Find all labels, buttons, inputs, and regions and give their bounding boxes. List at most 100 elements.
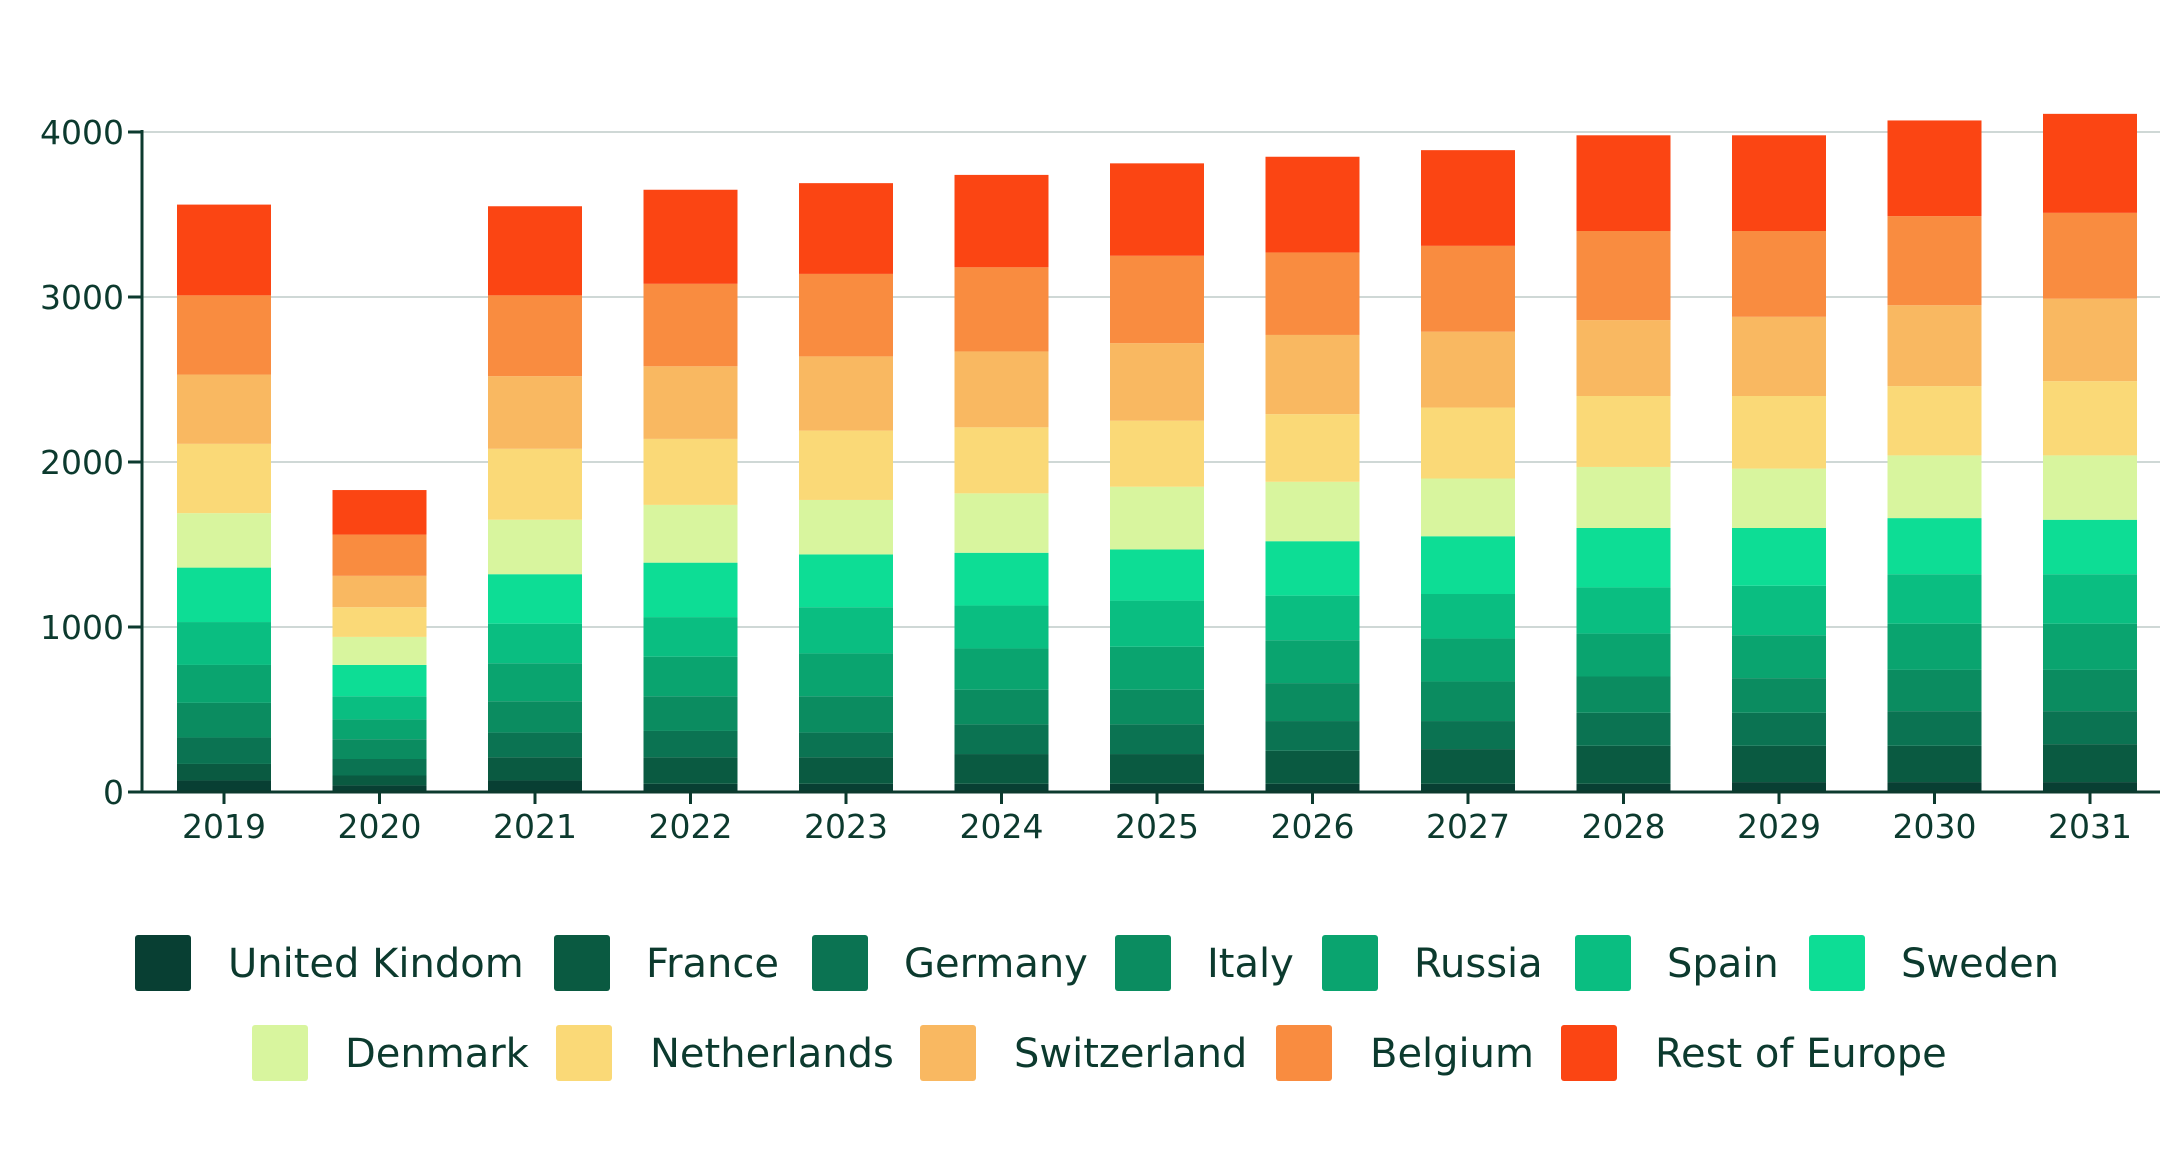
bar-segment: Netherlands 2023: 420: [799, 430, 893, 500]
bar-segment: Italy 2029: 210: [1732, 678, 1826, 713]
bar-segment: Italy 2019: 210: [177, 702, 271, 738]
legend-label: Rest of Europe: [1655, 1031, 1947, 1077]
legend-label: Sweden: [1901, 941, 2059, 987]
bar-segment: France 2022: 160: [643, 757, 738, 784]
x-tick-label: 2026: [1271, 807, 1355, 846]
legend-label: Spain: [1667, 941, 1779, 987]
legend-swatch: [1561, 1025, 1617, 1081]
bar-segment: France 2029: 220: [1732, 745, 1826, 783]
bar-segment: Belgium 2021: 490: [488, 295, 582, 377]
bar-segment: Netherlands 2019: 420: [177, 443, 271, 514]
bar-segment: Sweden 2031: 330: [2043, 519, 2137, 575]
bar-segment: France 2020: 60: [332, 775, 427, 786]
y-tick-label: 0: [103, 773, 124, 812]
bar-segment: Sweden 2027: 350: [1421, 536, 1515, 594]
bar-segment: Switzerland 2031: 500: [2043, 298, 2137, 382]
bar-segment: Belgium 2022: 500: [643, 283, 738, 367]
bar-segment: United Kindom 2019: 70: [177, 780, 271, 792]
bar-segment: United Kindom 2028: 50: [1576, 783, 1671, 792]
bar-segment: Belgium 2019: 480: [177, 295, 271, 375]
bar-segment: Germany 2022: 160: [643, 730, 738, 758]
bar-segment: Rest of Europe 2030: 580: [1887, 120, 1982, 217]
bar-segment: Italy 2027: 240: [1421, 681, 1515, 722]
bar-segment: Italy 2025: 210: [1110, 689, 1204, 725]
legend-swatch: [1115, 935, 1171, 991]
bar-segment: Rest of Europe 2022: 570: [643, 189, 738, 284]
bar-segment: Belgium 2030: 540: [1887, 216, 1982, 306]
legend-swatch: [1809, 935, 1865, 991]
bar-segment: Germany 2027: 170: [1421, 721, 1515, 750]
bar-segment: Denmark 2026: 360: [1265, 481, 1360, 542]
bar-segment: Netherlands 2024: 400: [954, 427, 1049, 494]
bar-segment: Sweden 2020: 190: [332, 664, 427, 697]
bar-segment: Rest of Europe 2023: 550: [799, 183, 893, 274]
legend-label: Switzerland: [1014, 1031, 1247, 1077]
legend-swatch: [252, 1025, 308, 1081]
legend-swatch: [556, 1025, 612, 1081]
bar-segment: Belgium 2025: 530: [1110, 255, 1204, 344]
x-tick-label: 2022: [649, 807, 733, 846]
bar-segment: Rest of Europe 2025: 560: [1110, 163, 1204, 256]
bar-segment: United Kindom 2024: 50: [954, 783, 1049, 792]
legend: United Kindom France Germany Italy Russia Spa…: [135, 935, 2059, 1081]
bar-segment: Russia 2027: 260: [1421, 638, 1515, 682]
y-tick-label: 2000: [40, 443, 124, 482]
x-tick-label: 2028: [1582, 807, 1666, 846]
legend-label: Italy: [1207, 941, 1294, 987]
legend-swatch: [1322, 935, 1378, 991]
bar-segment: France 2021: 140: [488, 757, 582, 781]
bar-segment: Rest of Europe 2026: 580: [1265, 156, 1360, 253]
bar-segment: Sweden 2022: 330: [643, 562, 738, 618]
y-tick-label: 4000: [40, 113, 124, 152]
axes: 0 1000 2000 3000 4000 2019 2020 2021 2022 2023 202…: [40, 113, 2160, 846]
bar-segment: Russia 2029: 260: [1732, 635, 1826, 679]
bar-segment: Germany 2021: 150: [488, 732, 582, 758]
bar-segment: Belgium 2029: 520: [1732, 231, 1826, 317]
bar-segment: Rest of Europe 2029: 580: [1732, 135, 1826, 231]
bars: United Kindom 2019: 70France 2019: 100 Ge…: [177, 113, 2137, 792]
bar-segment: Netherlands 2022: 400: [643, 438, 738, 505]
bar-segment: Germany 2025: 180: [1110, 724, 1204, 755]
bar-segment: Spain 2030: 300: [1887, 574, 1982, 624]
bar-segment: Russia 2030: 280: [1887, 623, 1982, 670]
bar-segment: Spain 2024: 260: [954, 605, 1049, 649]
bar-segment: Sweden 2028: 360: [1576, 528, 1671, 588]
bar-segment: Netherlands 2021: 430: [488, 448, 582, 520]
bar-segment: France 2026: 200: [1265, 750, 1360, 784]
bar-segment: Belgium 2026: 500: [1265, 252, 1360, 335]
x-tick-label: 2021: [493, 807, 577, 846]
legend-swatch: [554, 935, 610, 991]
bar-segment: Netherlands 2026: 410: [1265, 414, 1360, 482]
bar-segment: Spain 2020: 140: [332, 696, 427, 720]
bar-segment: United Kindom 2031: 60: [2043, 782, 2137, 792]
bar-segment: United Kindom 2022: 50: [643, 783, 738, 792]
bar-segment: Spain 2025: 280: [1110, 600, 1204, 647]
bar-segment: Russia 2023: 260: [799, 653, 893, 697]
bar-segment: Netherlands 2030: 420: [1887, 386, 1982, 456]
bar-segment: Belgium 2027: 520: [1421, 245, 1515, 332]
bar-segment: Germany 2024: 180: [954, 724, 1049, 755]
bar-segment: Switzerland 2023: 450: [799, 356, 893, 431]
bar-segment: Denmark 2029: 360: [1732, 468, 1826, 528]
bar-segment: United Kindom 2030: 60: [1887, 782, 1982, 792]
legend-label: Russia: [1414, 941, 1543, 987]
bar-segment: France 2019: 100: [177, 763, 271, 781]
bar-segment: Spain 2019: 260: [177, 622, 271, 665]
bar-segment: Denmark 2025: 380: [1110, 486, 1204, 550]
bar-segment: France 2025: 180: [1110, 754, 1204, 784]
bar-segment: Denmark 2024: 360: [954, 493, 1049, 553]
bar-segment: Russia 2020: 120: [332, 719, 427, 740]
bar-segment: France 2031: 230: [2043, 744, 2137, 783]
bar-segment: Spain 2023: 280: [799, 607, 893, 654]
bar-segment: Denmark 2023: 330: [799, 499, 893, 555]
bar-segment: Spain 2021: 240: [488, 623, 582, 664]
bar-segment: France 2030: 220: [1887, 745, 1982, 783]
bar-segment: United Kindom 2020: 40: [332, 785, 427, 792]
bar-segment: Germany 2028: 200: [1576, 712, 1671, 746]
bar-segment: Spain 2027: 270: [1421, 594, 1515, 639]
bar-segment: United Kindom 2029: 60: [1732, 782, 1826, 792]
bar-segment: United Kindom 2023: 50: [799, 783, 893, 792]
bar-segment: Spain 2029: 300: [1732, 585, 1826, 636]
bar-segment: United Kindom 2025: 50: [1110, 783, 1204, 792]
bar-segment: Netherlands 2020: 180: [332, 607, 427, 637]
